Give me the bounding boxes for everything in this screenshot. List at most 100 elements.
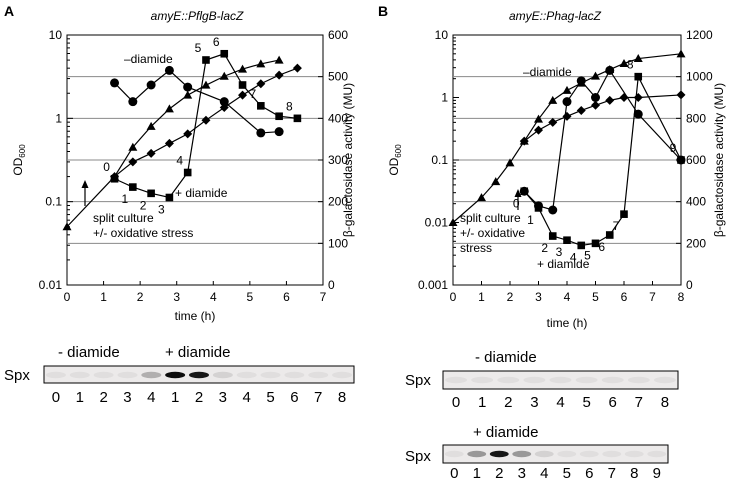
panel-b-point-diamond (676, 90, 686, 100)
western-b-plus-band (647, 450, 667, 458)
western-b-minus-row-label: Spx (405, 372, 431, 389)
panel-b-series-line-circle (523, 69, 682, 211)
western-a-plus-header: + diamide (165, 344, 230, 361)
western-a-lane-label: 2 (195, 389, 203, 406)
western-b-minus-lane-label: 0 (452, 394, 460, 411)
panel-a-y2-tick-label: 400 (328, 111, 348, 125)
panel-a-x-tick-label: 4 (210, 290, 217, 304)
western-b-plus-lane-label: 7 (608, 465, 616, 481)
panel-a-y2-tick-label: 100 (328, 236, 348, 250)
panel-b-x-tick-label: 0 (450, 290, 457, 304)
western-b-plus-lane-label: 8 (630, 465, 638, 481)
western-b-plus-lane-label: 1 (473, 465, 481, 481)
panel-a-point-label: 6 (213, 35, 220, 49)
panel-b-point-triangle (676, 49, 686, 58)
panel-a-point-triangle (256, 59, 266, 68)
panel-a-point-diamond (128, 157, 138, 167)
western-a-lane-label: 4 (147, 389, 155, 406)
panel-b-y2-tick-label: 400 (686, 195, 706, 209)
western-a-lane-label: 1 (171, 389, 179, 406)
panel-a-y-tick-label: 0.1 (45, 195, 62, 209)
panel-b-x-tick-label: 4 (564, 290, 571, 304)
panel-a-point-square (129, 183, 137, 191)
western-b-minus-band (497, 376, 520, 384)
western-a-band (332, 371, 353, 379)
western-b-plus-band (557, 450, 577, 458)
panel-a-y2-tick-label: 500 (328, 70, 348, 84)
panel-a-point-circle (256, 128, 266, 138)
western-a-band (284, 371, 305, 379)
panel-a-y2-tick-label: 0 (328, 278, 335, 292)
panel-b-y-tick-label: 0.001 (418, 278, 448, 292)
panel-b-point-label: 8 (627, 58, 634, 72)
panel-a-point-triangle (219, 71, 229, 80)
western-b-plus-band (579, 450, 599, 458)
western-a-bands (45, 371, 353, 379)
western-a-band (117, 371, 138, 379)
panel-b-point-square (634, 72, 643, 81)
western-b-minus-band (653, 376, 676, 384)
panel-b-y2-tick-label: 0 (686, 278, 693, 292)
panel-a-point-square (147, 189, 155, 198)
western-b-minus-lane-labels: 0 1 2 3 4 5 6 7 8 (452, 394, 669, 411)
panel-b-split-label-3: stress (460, 241, 492, 255)
panel-b-x-tick-label: 2 (507, 290, 514, 304)
panel-b-y2-tick-label: 800 (686, 111, 706, 125)
western-b-minus-membrane (442, 370, 679, 390)
panel-a-point-square (275, 112, 283, 121)
panel-b-point-diamond (534, 125, 543, 135)
western-b-minus-band (445, 376, 468, 384)
panel-b-y2label: β-galactosidase activity (MU) (712, 83, 726, 237)
western-b-minus-band (523, 376, 546, 384)
panel-b-point-triangle (448, 218, 458, 226)
panel-a-point-diamond (201, 115, 211, 125)
western-b-plus-lane-label: 3 (518, 465, 526, 481)
panel-b-split-label-1: split culture (460, 211, 521, 225)
panel-b-x-tick-label: 3 (535, 290, 542, 304)
panel-a-point-label: 5 (195, 41, 202, 55)
panel-b-point-label: 9 (670, 141, 677, 155)
western-b-minus-lane-label: 2 (504, 394, 512, 411)
western-b-plus-lane-label: 5 (563, 465, 571, 481)
panel-b-point-triangle (491, 177, 501, 186)
panel-a-point-triangle (146, 121, 156, 130)
panel-b-point-diamond (605, 95, 615, 105)
western-a-band (188, 371, 210, 379)
panel-a-point-triangle (128, 142, 138, 151)
panel-b-point-square (591, 239, 600, 248)
panel-a-point-square (238, 81, 247, 89)
panel-b-x-tick-label: 7 (649, 290, 656, 304)
western-b-plus-lane-label: 9 (653, 465, 661, 481)
panel-a-point-square (110, 174, 119, 183)
western-a-lane-label: 2 (99, 389, 107, 406)
panel-b-point-triangle (477, 193, 486, 202)
panel-b-series-line-diamond (523, 94, 682, 142)
western-a-lane-label: 7 (314, 389, 322, 406)
panel-a-point-diamond (238, 90, 248, 100)
western-b-plus-band (534, 450, 554, 458)
panel-b-split-label-2: +/- oxidative (460, 226, 525, 240)
panel-a-point-square (257, 102, 265, 110)
panel-a-y-tick-label: 0.01 (39, 278, 63, 292)
western-b-minus-lane-label: 3 (530, 394, 538, 411)
panel-a-split-label-1: split culture (93, 211, 154, 225)
panel-b-point-square (577, 241, 586, 250)
panel-b-y2-tick-label: 1200 (686, 28, 713, 42)
western-b-plus-band (512, 450, 532, 458)
panel-b-ylabel: OD600 (387, 144, 403, 176)
panel-a-y2-tick-label: 200 (328, 195, 348, 209)
panel-b-point-square (520, 187, 529, 196)
panel-b-point-label: 1 (527, 213, 534, 227)
panel-b-point-square (534, 204, 543, 212)
western-b-minus-bands (445, 376, 676, 384)
panel-a-x-tick-label: 5 (247, 290, 254, 304)
panel-b-ticks: 0 1 2 3 4 5 6 7 80.0010.010.11100200400600800100… (418, 28, 713, 304)
panel-b-y2-tick-label: 200 (686, 236, 706, 250)
western-a-band (212, 371, 233, 379)
panel-a-y2label: β-galactosidase activity (MU) (341, 83, 355, 237)
panel-a-point-label: 8 (286, 99, 293, 113)
panel-b-y-tick-label: 0.1 (431, 153, 448, 167)
panel-a-point-diamond (274, 70, 284, 80)
